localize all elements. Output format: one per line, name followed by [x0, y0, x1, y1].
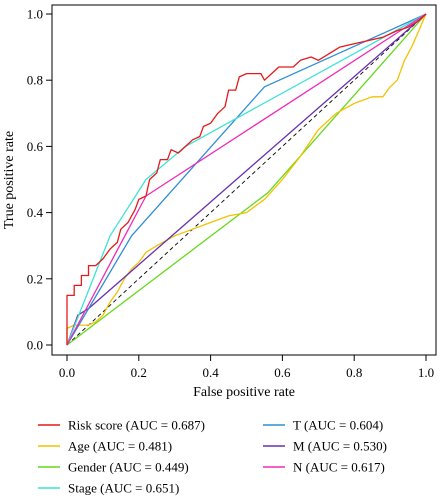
legend-item: N (AUC = 0.617) — [263, 460, 385, 475]
series-line-t — [66, 13, 427, 346]
legend-item: Gender (AUC = 0.449) — [38, 460, 189, 475]
y-tick-label: 0.4 — [27, 205, 44, 220]
x-tick-label: 1.0 — [418, 365, 434, 380]
legend-label: Risk score (AUC = 0.687) — [68, 418, 205, 433]
legend: Risk score (AUC = 0.687) Age (AUC = 0.481… — [38, 418, 387, 496]
series-line-stage — [66, 13, 427, 346]
legend-item: Age (AUC = 0.481) — [38, 439, 172, 454]
x-axis-title: False positive rate — [193, 385, 295, 400]
y-tick-label: 1.0 — [27, 7, 43, 22]
y-tick-label: 0.8 — [27, 73, 43, 88]
x-tick-label: 0.6 — [274, 365, 291, 380]
series-line-age — [66, 13, 427, 345]
series-line-risk-score — [66, 13, 427, 345]
legend-item: T (AUC = 0.604) — [263, 418, 383, 433]
legend-label: T (AUC = 0.604) — [293, 418, 383, 433]
series-line-gender — [66, 13, 427, 346]
y-axis-title: True positive rate — [2, 131, 17, 229]
plot-frame — [51, 4, 437, 356]
series-layer — [66, 13, 427, 346]
legend-label: Age (AUC = 0.481) — [68, 439, 172, 454]
legend-label: M (AUC = 0.530) — [293, 439, 387, 454]
y-tick-label: 0.6 — [27, 139, 44, 154]
y-axis: 0.0 0.2 0.4 0.6 0.8 1.0 — [27, 7, 52, 353]
x-tick-label: 0.2 — [131, 365, 147, 380]
legend-label: Stage (AUC = 0.651) — [68, 481, 179, 496]
x-tick-label: 0.4 — [202, 365, 219, 380]
legend-label: N (AUC = 0.617) — [293, 460, 385, 475]
legend-item: M (AUC = 0.530) — [263, 439, 387, 454]
legend-item: Risk score (AUC = 0.687) — [38, 418, 205, 433]
x-tick-label: 0.8 — [346, 365, 362, 380]
x-tick-label: 0.0 — [59, 365, 75, 380]
plot-area — [51, 4, 437, 356]
legend-item: Stage (AUC = 0.651) — [38, 481, 179, 496]
y-tick-label: 0.0 — [27, 338, 43, 353]
legend-label: Gender (AUC = 0.449) — [68, 460, 189, 475]
x-axis: 0.0 0.2 0.4 0.6 0.8 1.0 — [59, 355, 434, 380]
y-tick-label: 0.2 — [27, 271, 43, 286]
reference-diagonal — [66, 13, 427, 346]
